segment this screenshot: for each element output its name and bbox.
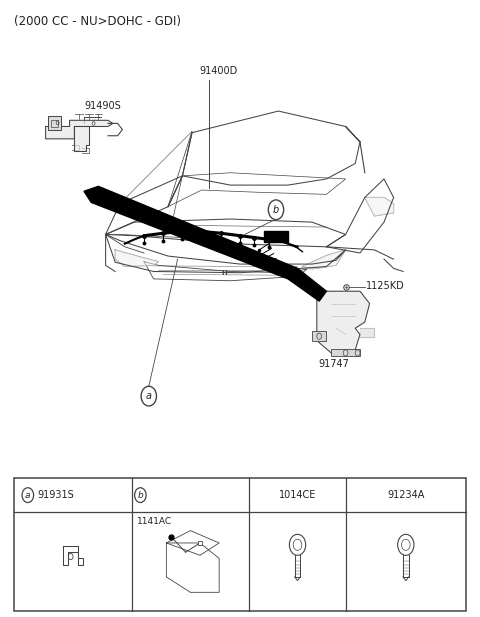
Polygon shape xyxy=(74,126,89,151)
Bar xyxy=(51,120,58,127)
Polygon shape xyxy=(264,231,288,242)
Text: 91747: 91747 xyxy=(318,359,349,369)
Text: a: a xyxy=(146,391,152,401)
Bar xyxy=(48,116,61,130)
Polygon shape xyxy=(365,197,394,216)
Text: 91490S: 91490S xyxy=(84,101,121,111)
Bar xyxy=(331,349,360,356)
Circle shape xyxy=(134,487,146,502)
Text: b: b xyxy=(273,205,279,215)
Text: 1141AC: 1141AC xyxy=(136,517,172,526)
Text: H: H xyxy=(222,270,228,276)
Text: b: b xyxy=(137,491,143,500)
Text: a: a xyxy=(25,491,31,500)
Text: 91234A: 91234A xyxy=(387,490,424,500)
Polygon shape xyxy=(302,250,346,269)
Text: 91400D: 91400D xyxy=(199,66,238,76)
Polygon shape xyxy=(46,120,113,139)
Circle shape xyxy=(268,200,284,220)
Circle shape xyxy=(22,487,34,502)
Polygon shape xyxy=(360,328,374,337)
Text: 1014CE: 1014CE xyxy=(279,490,316,500)
Polygon shape xyxy=(317,291,370,353)
Circle shape xyxy=(141,386,156,406)
Text: 1125KD: 1125KD xyxy=(366,281,405,291)
Polygon shape xyxy=(84,186,326,301)
Polygon shape xyxy=(115,250,158,267)
Bar xyxy=(312,331,326,341)
Text: (2000 CC - NU>DOHC - GDI): (2000 CC - NU>DOHC - GDI) xyxy=(14,15,181,28)
Text: 91931S: 91931S xyxy=(37,490,74,500)
